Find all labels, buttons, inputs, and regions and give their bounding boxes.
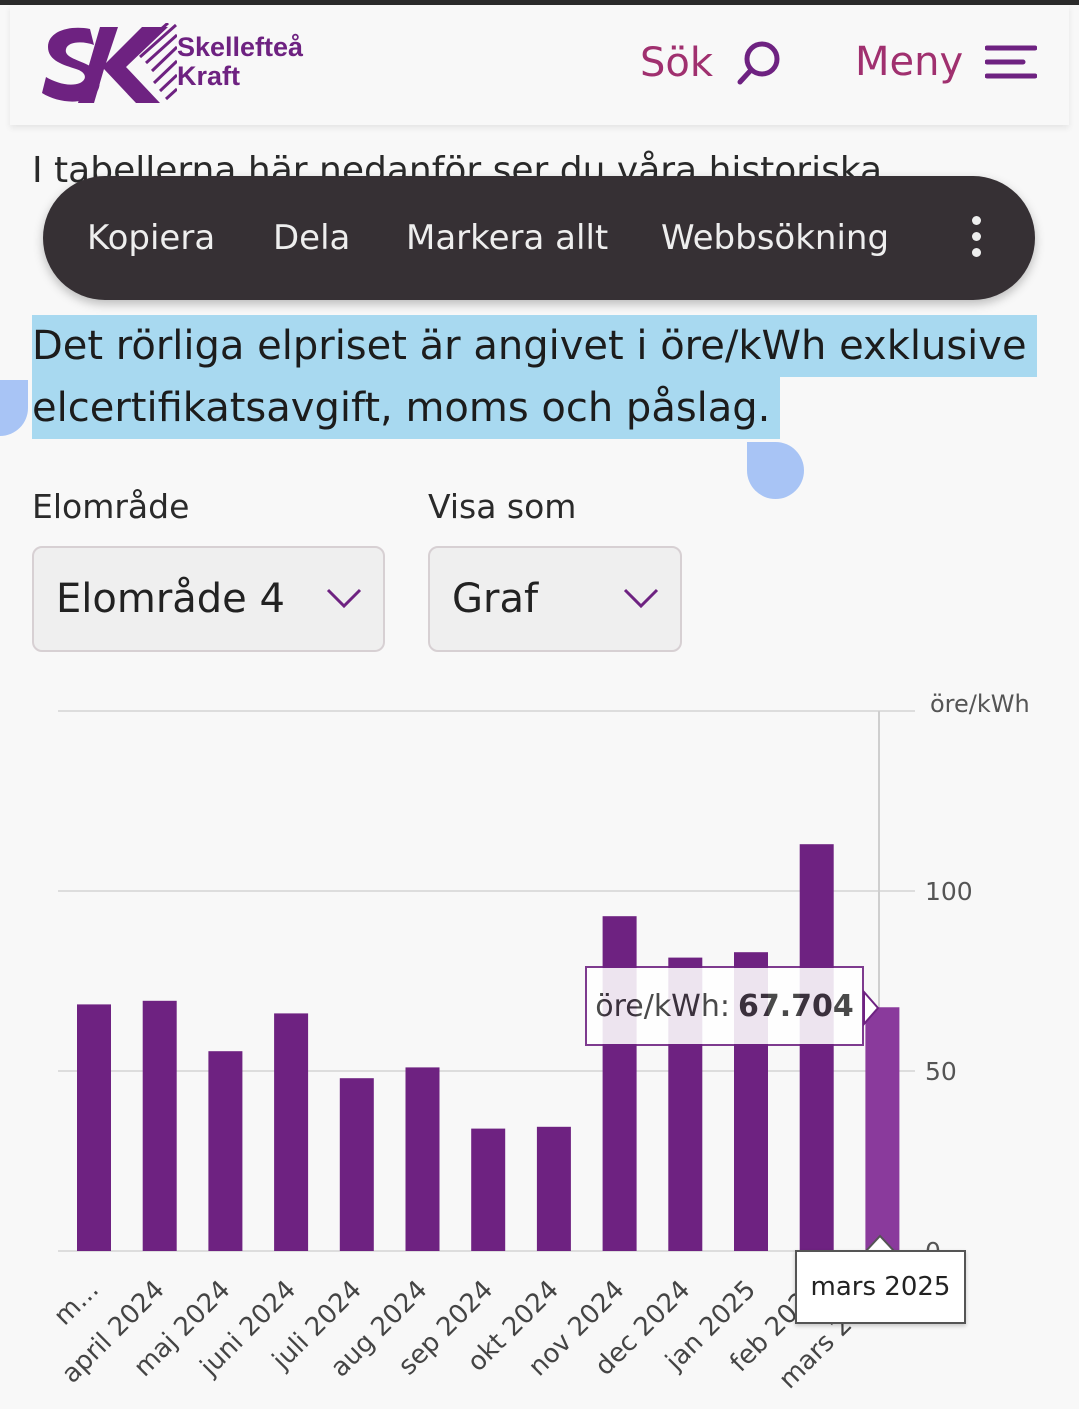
area-select[interactable]: Elområde 4 bbox=[32, 546, 385, 652]
chart-bar bbox=[471, 1128, 506, 1251]
share-menu-item[interactable]: Dela bbox=[273, 218, 351, 258]
search-label: Sök bbox=[640, 40, 714, 86]
brand-line-2: Kraft bbox=[177, 61, 241, 91]
selected-text-line-2: elcertifikatsavgift, moms och påslag. bbox=[32, 377, 781, 439]
text-selection-context-menu: Kopiera Dela Markera allt Webbsökning bbox=[43, 176, 1035, 300]
area-label: Elområde bbox=[32, 487, 190, 526]
brand-line-1: Skellefteå bbox=[177, 32, 304, 62]
view-select-value: Graf bbox=[452, 576, 539, 622]
chevron-down-icon bbox=[623, 588, 659, 609]
status-bar-edge bbox=[0, 0, 1079, 5]
chart-bar bbox=[865, 1007, 900, 1251]
chart-bar bbox=[339, 1078, 374, 1251]
menu-label: Meny bbox=[855, 39, 964, 85]
chart-bar bbox=[799, 844, 834, 1251]
search-button[interactable]: Sök bbox=[640, 39, 783, 87]
chart-bar bbox=[77, 1004, 111, 1251]
tooltip-pointer bbox=[863, 989, 880, 1027]
chart-bar bbox=[142, 1000, 177, 1251]
chevron-down-icon bbox=[326, 588, 362, 609]
site-header: Skellefteå Kraft Sök Meny bbox=[10, 5, 1069, 125]
chart-bar bbox=[208, 1051, 243, 1251]
selected-text-line-1: Det rörliga elpriset är angivet i öre/kW… bbox=[32, 315, 1037, 377]
web-search-menu-item[interactable]: Webbsökning bbox=[661, 218, 890, 258]
tooltip-value: 67.704 bbox=[737, 988, 854, 1024]
skelleftea-kraft-logo-icon[interactable] bbox=[42, 23, 177, 105]
y-tick-label: 50 bbox=[925, 1057, 957, 1086]
brand-name[interactable]: Skellefteå Kraft bbox=[177, 33, 303, 91]
y-tick-label: 100 bbox=[925, 877, 973, 906]
x-tick-label: m... bbox=[48, 1275, 105, 1332]
more-options-icon[interactable] bbox=[969, 216, 983, 260]
x-axis-tooltip: mars 2025 bbox=[795, 1250, 966, 1324]
copy-menu-item[interactable]: Kopiera bbox=[87, 218, 216, 258]
view-select[interactable]: Graf bbox=[428, 546, 682, 652]
menu-button[interactable]: Meny bbox=[855, 39, 1038, 85]
area-select-value: Elområde 4 bbox=[56, 576, 285, 622]
chart-bar bbox=[405, 1067, 440, 1251]
selection-start-handle[interactable] bbox=[0, 380, 28, 436]
y-axis-unit-label: öre/kWh bbox=[930, 690, 1030, 718]
hamburger-icon bbox=[985, 45, 1038, 79]
price-disclaimer-text: Det rörliga elpriset är angivet i öre/kW… bbox=[32, 315, 1037, 439]
select-all-menu-item[interactable]: Markera allt bbox=[406, 218, 609, 258]
selection-end-handle[interactable] bbox=[747, 442, 804, 499]
chart-bar bbox=[536, 1126, 571, 1251]
chart-bar bbox=[274, 1013, 309, 1251]
search-icon bbox=[737, 41, 780, 85]
tooltip-label: öre/kWh: bbox=[595, 988, 730, 1024]
chart-tooltip: öre/kWh: 67.704 bbox=[585, 966, 864, 1046]
view-label: Visa som bbox=[428, 487, 577, 526]
